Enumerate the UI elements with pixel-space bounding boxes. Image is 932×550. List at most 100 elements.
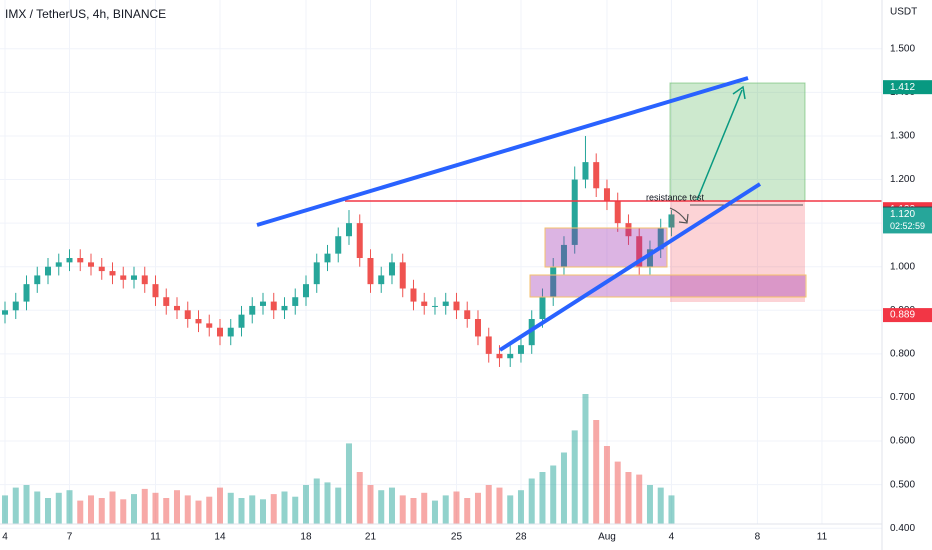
candle-body: [367, 258, 374, 285]
volume-bar: [55, 492, 62, 524]
volume-bar: [431, 500, 438, 524]
volume-bar: [131, 494, 138, 524]
volume-bar: [550, 465, 557, 524]
volume-bar: [625, 472, 632, 524]
candle-body: [249, 305, 256, 315]
candle-body: [571, 179, 578, 245]
volume-bar: [45, 498, 52, 524]
volume-bar: [270, 494, 277, 524]
volume-bar: [98, 498, 105, 524]
candle-body: [184, 310, 191, 320]
price-tag-label: 1.412: [890, 82, 915, 93]
volume-bar: [399, 495, 406, 524]
candle-body: [474, 319, 481, 337]
candle-body: [657, 227, 664, 250]
pullback-arrowhead: [678, 213, 689, 224]
candle-body: [163, 297, 170, 306]
candle-body: [646, 249, 653, 267]
candle-body: [507, 353, 514, 359]
candle-body: [625, 223, 632, 237]
candle-layer: [2, 135, 675, 367]
volume-bar: [657, 487, 664, 524]
x-tick-label: 11: [817, 532, 828, 543]
lower-trendline: [498, 182, 762, 352]
volume-bar: [539, 472, 546, 524]
candle-body: [259, 301, 266, 306]
candle-body: [582, 162, 589, 180]
candle-body: [131, 275, 138, 280]
candle-body: [34, 275, 41, 285]
annotation: resistance test: [646, 192, 705, 202]
volume-bar: [302, 485, 309, 524]
volume-bar: [281, 491, 288, 524]
volume-bar: [12, 487, 19, 524]
volume-bar: [636, 474, 643, 524]
candle-body: [399, 262, 406, 289]
volume-bar: [571, 430, 578, 524]
candle-body: [560, 244, 567, 267]
x-tick-label: 8: [755, 532, 761, 543]
x-tick-label: Aug: [598, 532, 616, 543]
candle-body: [324, 253, 331, 263]
volume-bar: [120, 499, 127, 524]
candle-body: [517, 345, 524, 354]
volume-bar: [603, 446, 610, 524]
candle-body: [55, 262, 62, 267]
volume-bar: [2, 495, 9, 524]
candle-body: [195, 319, 202, 324]
y-tick-label: 1.300: [890, 131, 915, 142]
candle-body: [603, 188, 610, 202]
candle-body: [421, 301, 428, 306]
currency-label: USDT: [890, 7, 917, 18]
volume-bar: [560, 452, 567, 524]
y-tick-label: 1.200: [890, 174, 915, 185]
y-tick-label: 0.600: [890, 436, 915, 447]
drawings: resistance test: [256, 76, 882, 352]
volume-bar: [292, 496, 299, 524]
stop-zone: [670, 201, 805, 302]
y-tick-label: 1.500: [890, 43, 915, 54]
volume-bar: [485, 485, 492, 524]
volume-bar: [249, 495, 256, 524]
volume-bar: [646, 485, 653, 524]
volume-bar: [206, 496, 213, 524]
volume-bar: [517, 490, 524, 524]
price-tag-label: 0.889: [890, 310, 915, 321]
volume-bar: [496, 487, 503, 524]
x-tick-label: 14: [214, 532, 226, 543]
chart-title: IMX / TetherUS, 4h, BINANCE: [5, 7, 166, 21]
upper-trendline: [256, 76, 749, 227]
y-tick-label: 0.400: [890, 523, 915, 534]
demand-box: [529, 274, 807, 298]
price-countdown: 02:52:59: [890, 221, 925, 231]
candle-body: [281, 305, 288, 311]
candle-body: [636, 236, 643, 267]
candle-body: [464, 310, 471, 320]
candle-body: [45, 266, 52, 276]
candle-body: [356, 223, 363, 259]
candle-body: [388, 262, 395, 276]
candle-body: [98, 266, 105, 272]
target-arrowhead: [732, 85, 746, 100]
volume-bar: [216, 487, 223, 524]
candle-body: [378, 275, 385, 285]
volume-bar: [582, 394, 589, 524]
x-tick-label: 18: [300, 532, 312, 543]
volume-bar: [421, 492, 428, 524]
volume-bar: [378, 490, 385, 524]
candle-body: [614, 201, 621, 224]
candle-body: [302, 284, 309, 298]
price-tag: [883, 207, 932, 234]
price-tag: [883, 308, 932, 323]
y-tick-label: 1.000: [890, 261, 915, 272]
x-tick-label: 21: [365, 532, 377, 543]
volume-bar: [474, 492, 481, 524]
candle-body: [227, 327, 234, 337]
candle-body: [88, 262, 95, 267]
volume-layer: [2, 394, 675, 524]
pullback-arrow: [669, 207, 688, 223]
candle-body: [206, 323, 213, 328]
candle-body: [539, 297, 546, 320]
x-tick-label: 28: [515, 532, 527, 543]
